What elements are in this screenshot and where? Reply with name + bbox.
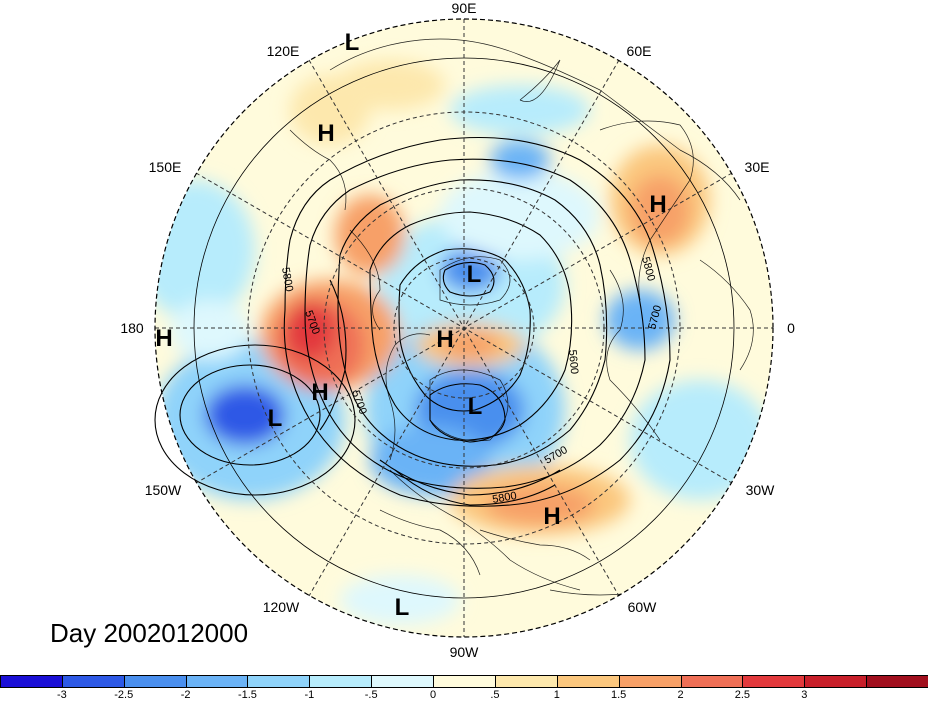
pressure-high-label: H — [543, 503, 560, 530]
date-title: Day 2002012000 — [50, 618, 249, 648]
colorbar-tick-label: 0 — [430, 689, 437, 701]
lon-60e: 60E — [627, 43, 652, 59]
colorbar-swatch — [0, 675, 63, 688]
lon-30w: 30W — [746, 482, 776, 498]
colorbar-tick-label: 2 — [677, 689, 684, 701]
colorbar-tick-label: .5 — [490, 689, 500, 701]
colorbar-swatch — [247, 675, 311, 688]
lon-150e: 150E — [149, 159, 182, 175]
map-boundary — [154, 18, 774, 638]
lon-150w: 150W — [145, 482, 182, 498]
colorbar-tick-label: -1 — [304, 689, 315, 701]
colorbar-swatch — [433, 675, 496, 688]
longitude-labels: 90E 120E 60E 150E 30E 180 0 150W 30W 120… — [120, 0, 795, 660]
colorbar-tick-label: 3 — [801, 689, 808, 701]
lon-120w: 120W — [263, 599, 300, 615]
colorbar: -3 -2.5 -2 -1.5 -1 -.5 0 .5 1 1.5 2 2.5 3 — [0, 675, 928, 702]
pressure-high-label: H — [436, 326, 453, 353]
pressure-centers: L H H L H H H L L H L — [155, 29, 666, 621]
colorbar-swatch — [804, 675, 868, 688]
colorbar-tick-label: -.5 — [364, 689, 378, 701]
pressure-low-label: L — [467, 261, 482, 288]
pressure-low-label: L — [395, 594, 410, 621]
colorbar-swatch — [494, 675, 558, 688]
colorbar-swatch — [309, 675, 373, 688]
pressure-high-label: H — [311, 379, 328, 406]
height-contours — [154, 57, 735, 599]
colorbar-swatch — [618, 675, 682, 688]
contour-label: 5600 — [566, 349, 580, 374]
contour-label: 5800 — [279, 266, 295, 292]
colorbar-swatch — [185, 675, 249, 688]
colorbar-tick-label: 1 — [553, 689, 560, 701]
colorbar-tick-label: -2.5 — [114, 689, 134, 701]
colorbar-tick-label: -3 — [56, 689, 67, 701]
colorbar-tick-label: -1.5 — [237, 689, 257, 701]
lon-30e: 30E — [745, 159, 770, 175]
graticule — [155, 19, 773, 637]
colorbar-tick-label: 2.5 — [734, 689, 751, 701]
lon-0: 0 — [787, 320, 795, 336]
colorbar-swatch — [680, 675, 744, 688]
contour-label: 5800 — [491, 490, 517, 506]
colorbar-swatch — [371, 675, 435, 688]
colorbar-swatch — [866, 675, 928, 688]
pressure-low-label: L — [345, 29, 360, 56]
pressure-low-label: L — [468, 393, 483, 420]
lon-120e: 120E — [267, 43, 300, 59]
lon-90e: 90E — [452, 0, 477, 16]
colorbar-swatch — [556, 675, 620, 688]
colorbar-tick-label: -2 — [180, 689, 191, 701]
colorbar-swatch — [61, 675, 125, 688]
lon-180: 180 — [120, 320, 144, 336]
pressure-high-label: H — [155, 325, 172, 352]
pressure-high-label: H — [649, 191, 666, 218]
colorbar-swatch — [123, 675, 187, 688]
pressure-low-label: L — [268, 405, 283, 432]
pressure-high-label: H — [317, 120, 334, 147]
lon-60w: 60W — [628, 599, 658, 615]
lon-90w: 90W — [450, 644, 480, 660]
colorbar-swatch — [742, 675, 806, 688]
colorbar-tick-label: 1.5 — [611, 689, 627, 701]
